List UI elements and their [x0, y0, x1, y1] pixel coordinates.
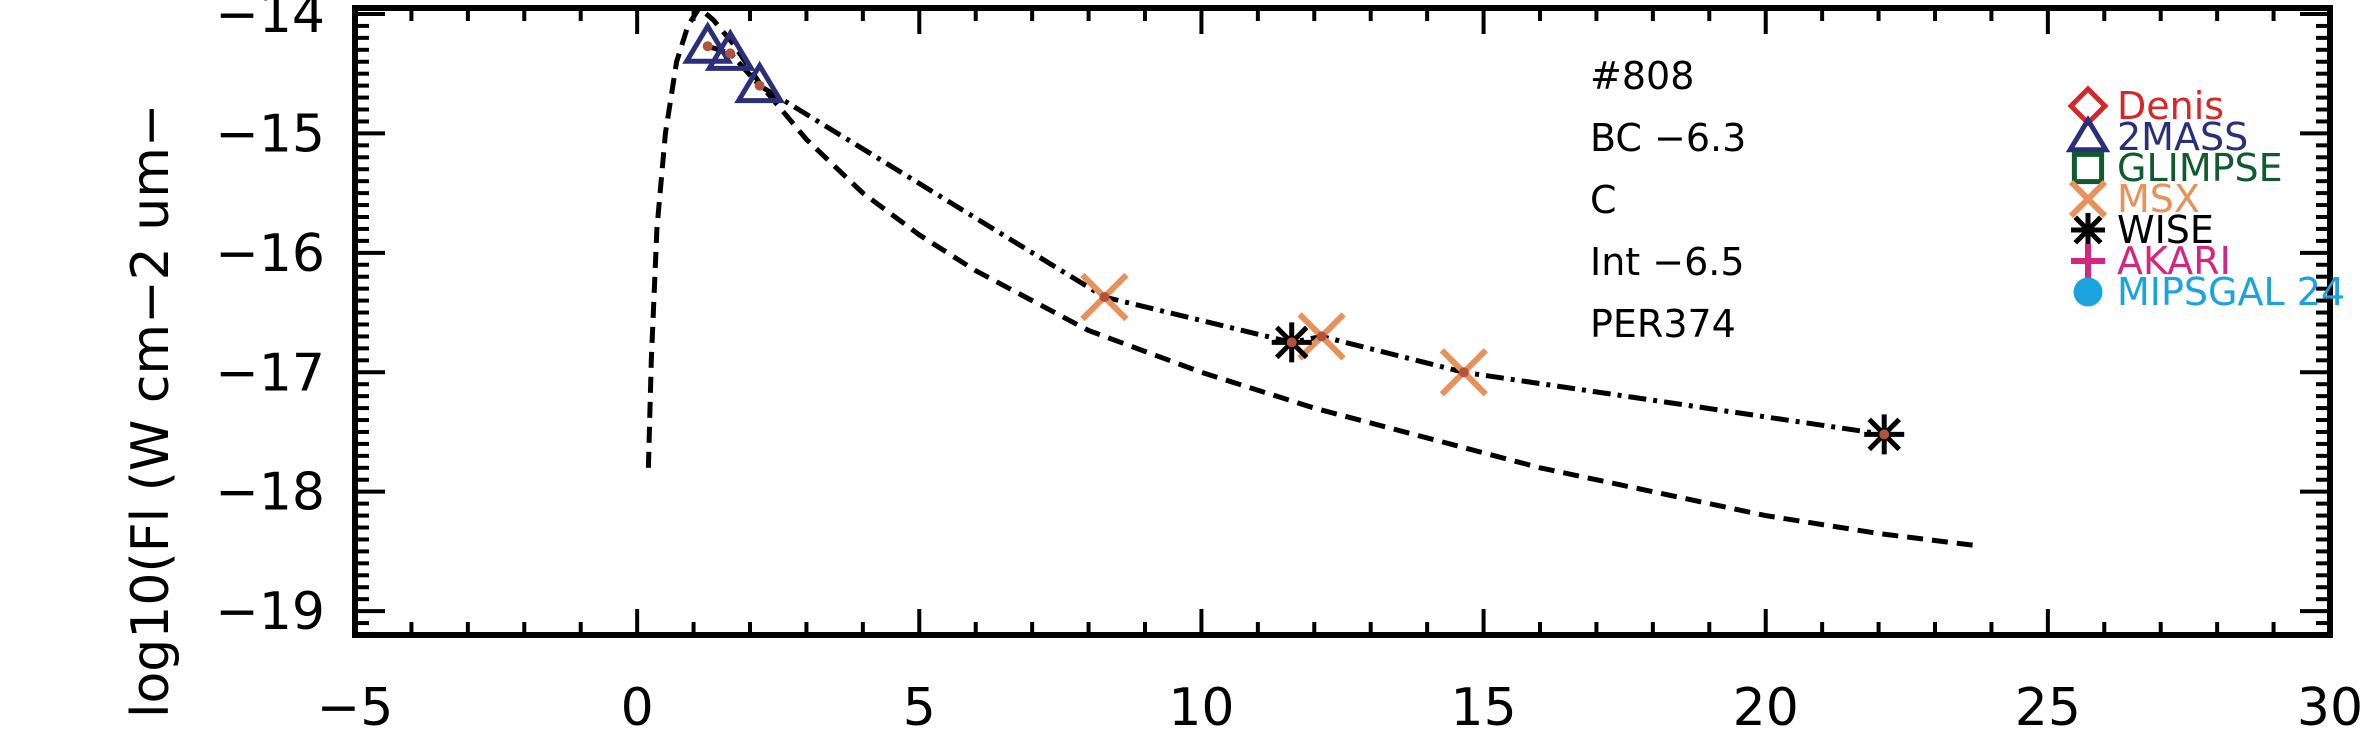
x-tick-label: 5	[903, 678, 936, 738]
point-center	[1458, 367, 1469, 378]
2mass-point	[682, 21, 734, 64]
legend-label: MIPSGAL 24	[2117, 270, 2345, 314]
point-center	[754, 80, 765, 91]
y-tick-label: −16	[215, 224, 325, 284]
point-center	[1286, 337, 1297, 348]
legend-label: MSX	[2117, 177, 2200, 221]
y-tick-label: −17	[215, 343, 325, 403]
annotation-line: PER374	[1590, 302, 1736, 346]
x-tick-label: 30	[2297, 678, 2361, 738]
2mass-point	[704, 28, 756, 71]
model-curves	[645, 4, 1975, 548]
point-center	[1316, 331, 1327, 342]
plot-frame	[352, 5, 2333, 638]
legend-label: 2MASS	[2117, 115, 2248, 159]
2mass-point	[734, 60, 786, 104]
legend-marker-akari	[2071, 244, 2105, 278]
legend-marker-mipsgal-24	[2073, 277, 2103, 307]
y-tick-label: −19	[215, 582, 325, 642]
y-tick-label: −15	[215, 104, 325, 164]
model-curve-dashed	[645, 4, 1975, 548]
x-tick-labels: −5 0 5 10 15 20 25 30	[317, 678, 2361, 738]
x-tick-label: 20	[1733, 678, 1799, 738]
point-center	[702, 41, 713, 52]
data-markers	[682, 21, 1905, 455]
x-tick-label: 15	[1450, 678, 1516, 738]
x-tick-label: 0	[621, 678, 654, 738]
legend-marker-msx	[2068, 179, 2108, 219]
x-tick-label: 10	[1168, 678, 1234, 738]
annotation-line: Int −6.5	[1590, 240, 1745, 284]
point-center	[725, 48, 736, 59]
y-tick-label: −18	[215, 463, 325, 523]
legend-label: WISE	[2117, 208, 2214, 252]
legend-label: Denis	[2117, 84, 2224, 128]
y-tick-labels: −14 −15 −16 −17 −18 −19	[215, 0, 325, 642]
annotation-line: BC −6.3	[1590, 116, 1746, 160]
point-center	[1099, 292, 1110, 303]
y-axis-title: log10(Fl (W cm−2 um−	[121, 104, 181, 718]
x-tick-label: −5	[317, 678, 394, 738]
legend-marker-2mass	[2065, 115, 2111, 153]
fit-curve-dash-dot	[706, 43, 1885, 437]
legend-marker-wise	[2071, 213, 2105, 247]
annotation-line: C	[1590, 178, 1617, 222]
annotation-block: #808 BC −6.3 C Int −6.5 PER374	[1590, 54, 1746, 346]
legend-label: GLIMPSE	[2117, 146, 2283, 190]
point-center	[1879, 429, 1890, 440]
annotation-line: #808	[1590, 54, 1694, 98]
legend-marker-glimpse	[2071, 151, 2105, 185]
x-tick-label: 25	[2015, 678, 2081, 738]
y-tick-label: −14	[215, 0, 325, 45]
axes-ticks	[353, 8, 2332, 637]
legend-label: AKARI	[2117, 239, 2231, 283]
